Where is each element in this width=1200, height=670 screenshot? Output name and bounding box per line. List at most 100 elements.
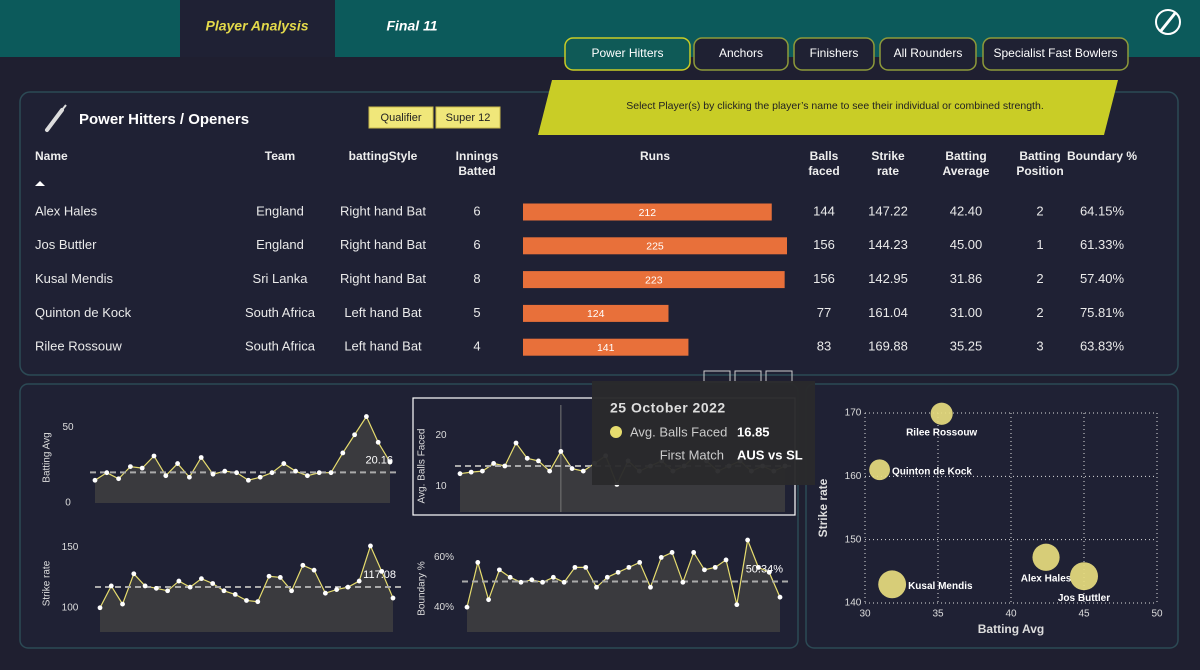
table-cell: 61.33% [1080, 237, 1125, 252]
y-tick-label: 40% [434, 602, 454, 613]
point [594, 584, 599, 590]
column-header[interactable]: Boundary % [1067, 149, 1137, 163]
column-header[interactable]: faced [808, 164, 839, 178]
tooltip-label: Avg. Balls Faced [630, 424, 727, 439]
tooltip-value: AUS vs SL [737, 447, 803, 462]
column-header[interactable]: Average [943, 164, 990, 178]
point [468, 469, 474, 475]
y-tick-label: 150 [845, 534, 862, 545]
column-header[interactable]: Name [35, 149, 68, 163]
filter-label[interactable]: Qualifier [381, 112, 422, 124]
point [305, 473, 310, 479]
point [221, 588, 227, 594]
table-cell: 4 [473, 339, 480, 354]
point [547, 468, 553, 474]
point [637, 560, 643, 565]
category-button[interactable] [879, 37, 977, 71]
point [257, 474, 263, 480]
player-name[interactable]: Kusal Mendis [35, 271, 114, 286]
player-name[interactable]: Jos Buttler [35, 237, 97, 252]
y-tick-label: 20 [435, 430, 447, 441]
table-cell: 144 [813, 203, 835, 218]
category-button-label[interactable]: Power Hitters [591, 46, 663, 60]
player-name[interactable]: Quinton de Kock [35, 305, 132, 320]
point [540, 579, 545, 585]
column-header[interactable]: Batting [945, 149, 986, 163]
filter-button[interactable] [368, 106, 434, 129]
point [491, 461, 497, 466]
point [457, 471, 463, 477]
bubble-label: Kusal Mendis [908, 581, 973, 592]
bubble-label: Jos Buttler [1058, 593, 1110, 604]
table-cell: 6 [473, 237, 480, 252]
table-cell: 161.04 [868, 305, 908, 320]
column-header[interactable]: Batted [458, 164, 495, 178]
point [139, 465, 145, 471]
category-button[interactable] [693, 37, 789, 71]
category-button-label[interactable]: Anchors [719, 46, 763, 60]
category-button[interactable] [982, 37, 1129, 71]
category-button[interactable] [793, 37, 875, 71]
point [756, 564, 761, 570]
runs-label: 212 [639, 207, 657, 219]
bubble-label: Rilee Rossouw [906, 427, 977, 438]
point [199, 576, 204, 582]
bubble[interactable] [930, 402, 953, 425]
sort-indicator [35, 181, 45, 186]
point [210, 581, 216, 586]
table-cell: England [256, 203, 304, 218]
column-header[interactable]: Runs [640, 149, 670, 163]
point [222, 468, 228, 474]
column-header[interactable]: Innings [456, 149, 499, 163]
bubble[interactable] [869, 459, 890, 481]
area [95, 416, 390, 503]
point [480, 468, 485, 474]
table-cell: 57.40% [1080, 271, 1125, 286]
point [524, 455, 530, 461]
bat-handle [61, 104, 67, 111]
table-cell: 35.25 [950, 339, 983, 354]
table-cell: 144.23 [868, 237, 908, 252]
point [108, 583, 114, 589]
point [691, 550, 697, 555]
category-button-label[interactable]: Specialist Fast Bowlers [993, 46, 1117, 60]
point [176, 578, 182, 584]
point [375, 439, 381, 445]
filter-button[interactable] [435, 106, 501, 129]
runs-bar [523, 203, 772, 221]
y-tick-label: 150 [62, 542, 79, 553]
column-header[interactable]: Strike [871, 149, 905, 163]
point [165, 588, 171, 594]
category-button-label[interactable]: Finishers [810, 46, 859, 60]
bubble[interactable] [1032, 543, 1060, 571]
point [127, 464, 133, 469]
point [255, 599, 261, 605]
runs-label: 225 [646, 241, 664, 253]
filter-label[interactable]: Super 12 [446, 112, 491, 124]
table-title: Power Hitters / Openers [79, 111, 249, 128]
point [615, 569, 621, 575]
nav-tab[interactable]: Final 11 [386, 18, 437, 34]
player-name[interactable]: Alex Hales [35, 203, 98, 218]
point [322, 590, 328, 596]
nav-tab[interactable]: Player Analysis [206, 18, 309, 34]
player-name[interactable]: Rilee Rossouw [35, 339, 122, 354]
column-header[interactable]: Batting [1019, 149, 1060, 163]
table-cell: Right hand Bat [340, 203, 426, 218]
bubble[interactable] [1070, 562, 1098, 591]
table-cell: 77 [817, 305, 831, 320]
category-button[interactable] [564, 37, 691, 71]
point [766, 569, 772, 575]
column-header[interactable]: Team [265, 149, 295, 163]
column-header[interactable]: rate [877, 164, 899, 178]
point [507, 574, 513, 580]
table-cell: 83 [817, 339, 831, 354]
column-header[interactable]: Position [1016, 164, 1063, 178]
point [712, 564, 718, 570]
point [120, 601, 125, 607]
column-header[interactable]: battingStyle [349, 149, 418, 163]
column-header[interactable]: Balls [810, 149, 839, 163]
category-button-label[interactable]: All Rounders [894, 46, 963, 60]
point [502, 463, 508, 469]
bubble[interactable] [878, 570, 907, 599]
